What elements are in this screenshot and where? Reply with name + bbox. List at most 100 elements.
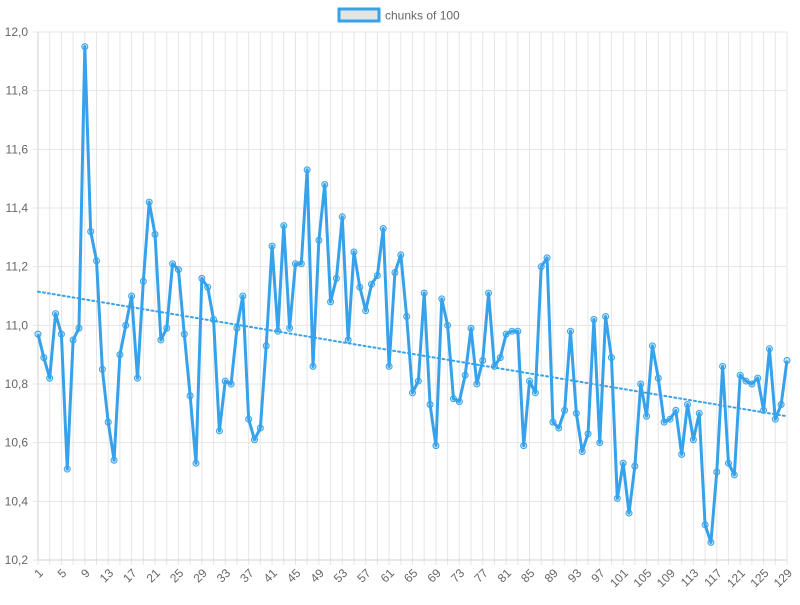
data-point[interactable] xyxy=(169,260,177,268)
data-point[interactable] xyxy=(754,374,762,382)
data-point[interactable] xyxy=(426,401,434,409)
data-point[interactable] xyxy=(81,43,89,51)
data-point[interactable] xyxy=(485,289,493,297)
data-point[interactable] xyxy=(760,406,768,414)
data-point[interactable] xyxy=(765,345,773,353)
data-point[interactable] xyxy=(397,251,405,259)
data-point[interactable] xyxy=(34,330,42,338)
data-point[interactable] xyxy=(648,342,656,350)
data-point[interactable] xyxy=(368,280,376,288)
data-point[interactable] xyxy=(145,198,153,206)
data-point[interactable] xyxy=(771,415,779,423)
data-point[interactable] xyxy=(291,260,299,268)
data-point[interactable] xyxy=(625,509,633,517)
data-point[interactable] xyxy=(403,313,411,321)
data-point[interactable] xyxy=(590,315,598,323)
data-point[interactable] xyxy=(449,395,457,403)
data-point[interactable] xyxy=(163,324,171,332)
data-point[interactable] xyxy=(75,324,83,332)
data-point[interactable] xyxy=(695,409,703,417)
data-point[interactable] xyxy=(256,424,264,432)
legend[interactable]: chunks of 100 xyxy=(337,7,460,23)
data-point[interactable] xyxy=(186,392,194,400)
data-point[interactable] xyxy=(385,362,393,370)
data-point[interactable] xyxy=(654,374,662,382)
data-point[interactable] xyxy=(707,538,715,546)
legend-label[interactable]: chunks of 100 xyxy=(385,9,460,23)
data-point[interactable] xyxy=(783,357,791,365)
data-point[interactable] xyxy=(561,406,569,414)
data-point[interactable] xyxy=(98,365,106,373)
data-point[interactable] xyxy=(227,380,235,388)
data-point[interactable] xyxy=(596,439,604,447)
data-point[interactable] xyxy=(490,362,498,370)
data-point[interactable] xyxy=(619,459,627,467)
data-point[interactable] xyxy=(297,260,305,268)
data-point[interactable] xyxy=(133,374,141,382)
data-point[interactable] xyxy=(239,292,247,300)
data-point[interactable] xyxy=(742,377,750,385)
data-point[interactable] xyxy=(414,377,422,385)
data-point[interactable] xyxy=(151,230,159,238)
data-point[interactable] xyxy=(122,321,130,329)
data-point[interactable] xyxy=(713,468,721,476)
data-point[interactable] xyxy=(379,225,387,233)
data-point[interactable] xyxy=(520,442,528,450)
data-point[interactable] xyxy=(327,298,335,306)
data-point[interactable] xyxy=(637,380,645,388)
data-point[interactable] xyxy=(631,462,639,470)
data-point[interactable] xyxy=(356,283,364,291)
data-point[interactable] xyxy=(566,327,574,335)
data-point[interactable] xyxy=(479,357,487,365)
data-point[interactable] xyxy=(496,354,504,362)
data-point[interactable] xyxy=(537,263,545,271)
data-point[interactable] xyxy=(63,465,71,473)
data-point[interactable] xyxy=(555,424,563,432)
data-point[interactable] xyxy=(344,336,352,344)
data-point[interactable] xyxy=(508,327,516,335)
data-point[interactable] xyxy=(338,213,346,221)
data-point[interactable] xyxy=(543,254,551,262)
legend-swatch[interactable] xyxy=(337,7,381,23)
data-point[interactable] xyxy=(373,271,381,279)
data-point[interactable] xyxy=(432,442,440,450)
data-point[interactable] xyxy=(116,351,124,359)
data-point[interactable] xyxy=(332,274,340,282)
data-point[interactable] xyxy=(409,389,416,397)
data-point[interactable] xyxy=(391,269,399,277)
data-point[interactable] xyxy=(221,377,229,385)
data-point[interactable] xyxy=(578,447,586,455)
data-point[interactable] xyxy=(420,289,428,297)
data-point[interactable] xyxy=(467,324,475,332)
data-point[interactable] xyxy=(736,371,744,379)
data-point[interactable] xyxy=(678,450,686,458)
data-point[interactable] xyxy=(350,248,358,256)
data-point[interactable] xyxy=(455,398,463,406)
data-point[interactable] xyxy=(660,418,668,426)
data-point[interactable] xyxy=(198,274,206,282)
data-point[interactable] xyxy=(701,521,709,529)
data-point[interactable] xyxy=(730,471,738,479)
data-point[interactable] xyxy=(689,436,697,444)
data-point[interactable] xyxy=(613,494,621,502)
data-point[interactable] xyxy=(444,321,452,329)
data-point[interactable] xyxy=(104,418,112,426)
data-point[interactable] xyxy=(602,313,610,321)
data-point[interactable] xyxy=(672,406,680,414)
data-point[interactable] xyxy=(719,362,727,370)
data-point[interactable] xyxy=(57,330,65,338)
data-point[interactable] xyxy=(174,266,182,274)
data-point[interactable] xyxy=(280,222,288,230)
data-point[interactable] xyxy=(526,377,534,385)
data-point[interactable] xyxy=(607,354,615,362)
data-point[interactable] xyxy=(514,327,522,335)
data-point[interactable] xyxy=(666,415,674,423)
data-point[interactable] xyxy=(93,257,101,265)
data-point[interactable] xyxy=(549,418,557,426)
data-point[interactable] xyxy=(531,389,539,397)
data-point[interactable] xyxy=(309,362,317,370)
data-point[interactable] xyxy=(180,330,188,338)
data-point[interactable] xyxy=(128,292,136,300)
data-point[interactable] xyxy=(110,456,118,464)
data-point[interactable] xyxy=(473,380,481,388)
